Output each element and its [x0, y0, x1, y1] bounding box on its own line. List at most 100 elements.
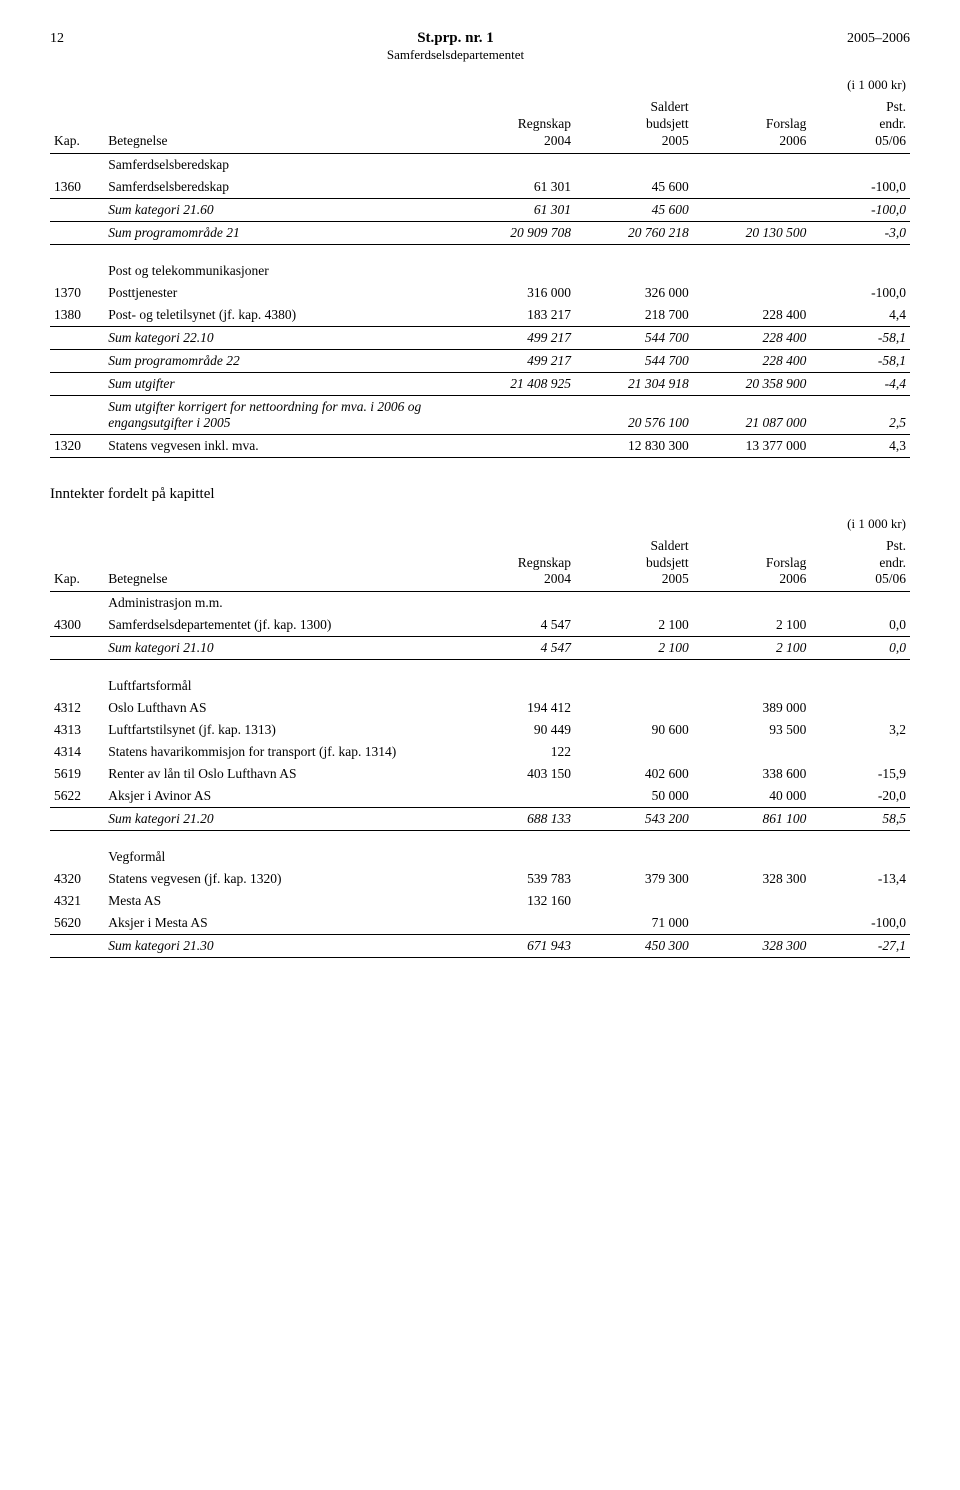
unit-label: (i 1 000 kr)	[50, 513, 910, 535]
table-row: 4320 Statens vegvesen (jf. kap. 1320) 53…	[50, 868, 910, 890]
cell-c1: 539 783	[457, 868, 575, 890]
cell-c3	[693, 198, 811, 221]
cell-bet: Aksjer i Avinor AS	[104, 785, 457, 808]
cell-c1: 688 133	[457, 808, 575, 831]
cell-bet: Samferdselsdepartementet (jf. kap. 1300)	[104, 614, 457, 637]
group-title-row: Samferdselsberedskap	[50, 153, 910, 176]
expenditure-table: (i 1 000 kr) Kap. Betegnelse Regnskap200…	[50, 74, 910, 458]
table-row: 1380 Post- og teletilsynet (jf. kap. 438…	[50, 304, 910, 327]
group-title: Luftfartsformål	[104, 660, 457, 698]
table-row: 5619 Renter av lån til Oslo Lufthavn AS …	[50, 763, 910, 785]
cell-bet: Aksjer i Mesta AS	[104, 912, 457, 935]
cell-c1: 316 000	[457, 282, 575, 304]
sum-kategori-row: Sum kategori 21.10 4 547 2 100 2 100 0,0	[50, 637, 910, 660]
cell-c4: -58,1	[810, 349, 910, 372]
cell-c4: -100,0	[810, 176, 910, 199]
cell-bet: Statens havarikommisjon for transport (j…	[104, 741, 457, 763]
cell-c1	[457, 785, 575, 808]
table-row: 4312 Oslo Lufthavn AS 194 412 389 000	[50, 697, 910, 719]
cell-c1: 671 943	[457, 935, 575, 958]
cell-c1	[457, 912, 575, 935]
cell-c1: 20 909 708	[457, 221, 575, 244]
cell-c2: 71 000	[575, 912, 693, 935]
cell-c4: -100,0	[810, 198, 910, 221]
section-title-inntekter: Inntekter fordelt på kapittel	[50, 486, 910, 503]
cell-c3	[693, 282, 811, 304]
cell-bet: Sum kategori 21.60	[104, 198, 457, 221]
col-regnskap: Regnskap2004	[457, 96, 575, 153]
cell-c3: 93 500	[693, 719, 811, 741]
cell-c1: 122	[457, 741, 575, 763]
cell-kap: 4320	[50, 868, 104, 890]
cell-c3: 338 600	[693, 763, 811, 785]
cell-kap: 1360	[50, 176, 104, 199]
cell-c2: 12 830 300	[575, 434, 693, 457]
unit-label: (i 1 000 kr)	[50, 74, 910, 96]
cell-c1: 61 301	[457, 198, 575, 221]
table-row: 5622 Aksjer i Avinor AS 50 000 40 000 -2…	[50, 785, 910, 808]
cell-c3: 328 300	[693, 868, 811, 890]
cell-bet: Renter av lån til Oslo Lufthavn AS	[104, 763, 457, 785]
table-row: 1320 Statens vegvesen inkl. mva. 12 830 …	[50, 434, 910, 457]
cell-c4: -27,1	[810, 935, 910, 958]
sum-program-row: Sum programområde 22 499 217 544 700 228…	[50, 349, 910, 372]
table-row: 4321 Mesta AS 132 160	[50, 890, 910, 912]
cell-c3: 2 100	[693, 637, 811, 660]
cell-kap: 4321	[50, 890, 104, 912]
cell-c1: 132 160	[457, 890, 575, 912]
col-regnskap: Regnskap2004	[457, 535, 575, 592]
cell-c4	[810, 890, 910, 912]
col-kap: Kap.	[50, 535, 104, 592]
table-row: 4314 Statens havarikommisjon for transpo…	[50, 741, 910, 763]
cell-bet: Sum kategori 21.10	[104, 637, 457, 660]
cell-c3: 389 000	[693, 697, 811, 719]
cell-c4: -4,4	[810, 372, 910, 395]
cell-kap: 1370	[50, 282, 104, 304]
group-title: Administrasjon m.m.	[104, 592, 457, 615]
table-row: 4313 Luftfartstilsynet (jf. kap. 1313) 9…	[50, 719, 910, 741]
header-subtitle: Samferdselsdepartementet	[387, 47, 524, 62]
cell-bet: Sum programområde 21	[104, 221, 457, 244]
sum-kategori-row: Sum kategori 21.30 671 943 450 300 328 3…	[50, 935, 910, 958]
cell-kap: 5622	[50, 785, 104, 808]
cell-c2: 21 304 918	[575, 372, 693, 395]
table-row: 4300 Samferdselsdepartementet (jf. kap. …	[50, 614, 910, 637]
cell-c3: 2 100	[693, 614, 811, 637]
group-title-row: Administrasjon m.m.	[50, 592, 910, 615]
cell-c4: -58,1	[810, 326, 910, 349]
cell-bet: Sum programområde 22	[104, 349, 457, 372]
cell-c2: 2 100	[575, 614, 693, 637]
cell-bet: Samferdselsberedskap	[104, 176, 457, 199]
cell-c2: 544 700	[575, 326, 693, 349]
cell-bet: Post- og teletilsynet (jf. kap. 4380)	[104, 304, 457, 327]
cell-c2: 379 300	[575, 868, 693, 890]
group-title: Post og telekommunikasjoner	[104, 244, 457, 282]
col-forslag: Forslag2006	[693, 96, 811, 153]
col-betegnelse: Betegnelse	[104, 535, 457, 592]
cell-c1: 499 217	[457, 349, 575, 372]
cell-c2: 20 576 100	[575, 395, 693, 434]
cell-c4: -20,0	[810, 785, 910, 808]
unit-row: (i 1 000 kr)	[50, 74, 910, 96]
cell-c2: 450 300	[575, 935, 693, 958]
header-center: St.prp. nr. 1 Samferdselsdepartementet	[64, 30, 847, 64]
col-forslag: Forslag2006	[693, 535, 811, 592]
cell-c3: 328 300	[693, 935, 811, 958]
cell-kap: 5620	[50, 912, 104, 935]
cell-c1: 4 547	[457, 637, 575, 660]
cell-bet: Oslo Lufthavn AS	[104, 697, 457, 719]
cell-c3: 40 000	[693, 785, 811, 808]
cell-c3	[693, 741, 811, 763]
cell-c4: 4,3	[810, 434, 910, 457]
cell-c2	[575, 741, 693, 763]
unit-row: (i 1 000 kr)	[50, 513, 910, 535]
cell-kap: 4314	[50, 741, 104, 763]
cell-bet: Statens vegvesen inkl. mva.	[104, 434, 457, 457]
cell-c4: 3,2	[810, 719, 910, 741]
sum-kategori-row: Sum kategori 21.60 61 301 45 600 -100,0	[50, 198, 910, 221]
sum-program-row: Sum programområde 21 20 909 708 20 760 2…	[50, 221, 910, 244]
cell-c3: 13 377 000	[693, 434, 811, 457]
cell-c1: 194 412	[457, 697, 575, 719]
cell-c2: 218 700	[575, 304, 693, 327]
group-title-row: Vegformål	[50, 831, 910, 869]
